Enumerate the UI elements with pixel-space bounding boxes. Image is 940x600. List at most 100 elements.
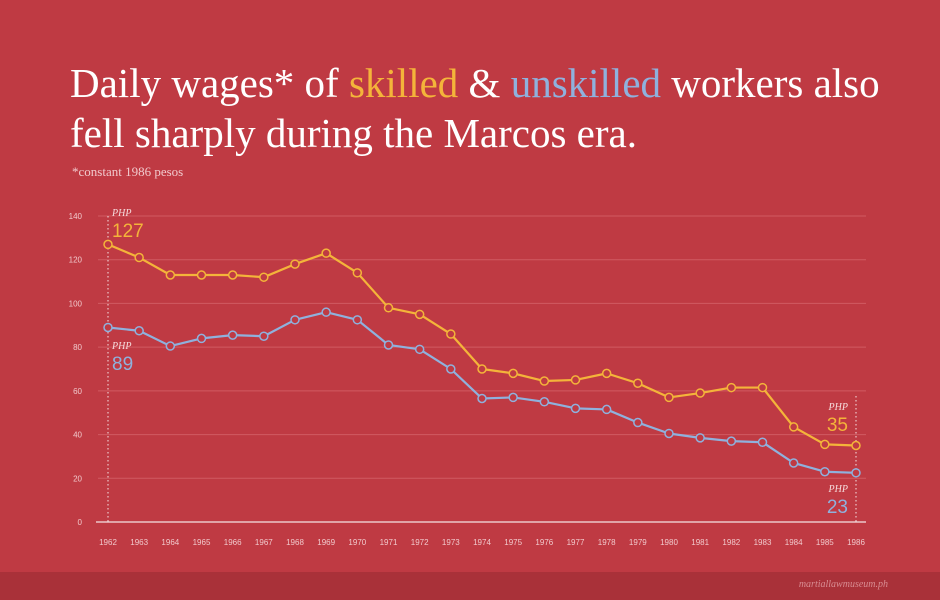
data-point-unskilled-1977	[570, 403, 581, 414]
data-point-skilled-1964	[165, 270, 176, 280]
data-point-unskilled-1980	[664, 428, 674, 439]
data-point-unskilled-1965	[196, 333, 207, 344]
data-point-unskilled-1969	[321, 307, 331, 317]
x-tick-label: 1967	[255, 538, 273, 547]
title-part3: workers also fell sharply during the Mar…	[70, 60, 880, 156]
y-tick-label: 80	[73, 343, 82, 352]
data-point-skilled-1975	[508, 368, 518, 379]
x-tick-label: 1974	[473, 538, 491, 547]
x-tick-label: 1979	[629, 538, 647, 547]
data-point-unskilled-1962	[103, 322, 113, 333]
x-tick-label: 1984	[785, 538, 803, 547]
data-point-skilled-1962	[103, 239, 113, 250]
data-point-unskilled-1968	[290, 315, 300, 325]
x-tick-label: 1968	[286, 538, 304, 547]
data-point-skilled-1966	[227, 270, 238, 280]
x-tick-label: 1983	[754, 538, 772, 547]
data-point-skilled-1986	[851, 440, 861, 451]
y-tick-label: 140	[69, 212, 83, 221]
data-point-skilled-1965	[196, 270, 207, 280]
chart-title: Daily wages* of skilled & unskilled work…	[70, 58, 910, 158]
x-tick-label: 1982	[722, 538, 740, 547]
data-point-skilled-1969	[321, 248, 331, 258]
x-tick-label: 1986	[847, 538, 865, 547]
data-point-unskilled-1976	[539, 397, 550, 407]
x-tick-label: 1980	[660, 538, 678, 547]
x-tick-label: 1985	[816, 538, 834, 547]
data-point-unskilled-1974	[477, 393, 487, 404]
data-point-skilled-1982	[726, 382, 737, 393]
title-unskilled: unskilled	[510, 60, 662, 106]
footer-bar: martiallawmuseum.ph	[0, 572, 940, 600]
x-tick-label: 1963	[130, 538, 148, 547]
x-tick-label: 1964	[161, 538, 179, 547]
data-point-unskilled-1979	[633, 417, 643, 428]
data-point-skilled-1971	[383, 303, 394, 313]
x-tick-label: 1976	[535, 538, 553, 547]
data-point-unskilled-1973	[446, 364, 456, 374]
annotation-value-unskilled-1986: 23	[827, 497, 848, 518]
data-point-skilled-1967	[259, 272, 269, 282]
data-point-unskilled-1975	[508, 392, 518, 403]
x-tick-label: 1970	[348, 538, 366, 547]
y-tick-label: 60	[73, 387, 82, 396]
data-point-unskilled-1966	[227, 330, 238, 340]
annotation-value-skilled-1986: 35	[827, 415, 848, 436]
x-tick-label: 1972	[411, 538, 429, 547]
data-point-skilled-1973	[446, 329, 456, 339]
data-point-unskilled-1971	[383, 340, 394, 350]
data-point-unskilled-1981	[695, 433, 705, 443]
series-line-skilled	[107, 243, 857, 447]
data-point-skilled-1963	[134, 252, 144, 263]
annotation-currency-unskilled-1986: PHP	[828, 484, 848, 495]
data-point-unskilled-1983	[757, 437, 768, 447]
data-point-unskilled-1978	[601, 404, 612, 415]
x-tick-label: 1965	[193, 538, 211, 547]
data-point-unskilled-1963	[134, 326, 144, 336]
data-point-skilled-1968	[290, 259, 300, 269]
x-tick-label: 1966	[224, 538, 242, 547]
x-tick-label: 1981	[691, 538, 709, 547]
title-part1: Daily wages* of	[70, 60, 349, 106]
data-point-skilled-1976	[539, 376, 550, 386]
x-tick-label: 1969	[317, 538, 335, 547]
data-point-unskilled-1982	[726, 436, 737, 446]
y-tick-label: 0	[78, 518, 83, 527]
line-chart: 0 20 40 60 80 100 120 140 1962 1963 1964 1965 1966 19…	[69, 208, 866, 547]
data-point-skilled-1974	[477, 364, 487, 374]
data-point-skilled-1972	[414, 309, 425, 320]
annotation-value-unskilled-1962: 89	[112, 354, 133, 375]
data-point-unskilled-1984	[788, 458, 799, 468]
x-tick-label: 1973	[442, 538, 460, 547]
y-tick-label: 20	[73, 474, 82, 483]
data-point-skilled-1977	[570, 375, 581, 385]
data-point-unskilled-1970	[352, 315, 363, 325]
y-tick-label: 120	[69, 256, 83, 265]
annotation-currency-skilled-1962: PHP	[111, 208, 131, 219]
data-point-unskilled-1986	[851, 468, 861, 478]
data-point-unskilled-1985	[820, 466, 830, 477]
x-tick-label: 1971	[380, 538, 398, 547]
data-point-skilled-1981	[695, 388, 705, 398]
x-tick-label: 1962	[99, 538, 117, 547]
y-tick-label: 100	[69, 299, 83, 308]
unit-note: *constant 1986 pesos	[72, 164, 184, 179]
annotation-currency-unskilled-1962: PHP	[111, 341, 131, 352]
x-tick-label: 1978	[598, 538, 616, 547]
y-tick-label: 40	[73, 431, 82, 440]
annotation-currency-skilled-1986: PHP	[828, 402, 848, 413]
x-tick-label: 1977	[567, 538, 585, 547]
data-point-unskilled-1964	[165, 341, 176, 351]
annotation-value-skilled-1962: 127	[112, 221, 144, 242]
data-point-skilled-1984	[788, 422, 799, 432]
title-skilled: skilled	[348, 60, 459, 106]
source-credit: martiallawmuseum.ph	[798, 579, 888, 590]
data-point-skilled-1970	[352, 268, 363, 278]
data-point-skilled-1985	[820, 439, 830, 450]
data-point-skilled-1978	[601, 368, 612, 379]
data-point-skilled-1979	[633, 378, 643, 388]
x-tick-label: 1975	[504, 538, 522, 547]
series-line-unskilled	[107, 311, 857, 474]
data-point-skilled-1980	[664, 392, 674, 403]
data-point-unskilled-1967	[259, 331, 269, 341]
